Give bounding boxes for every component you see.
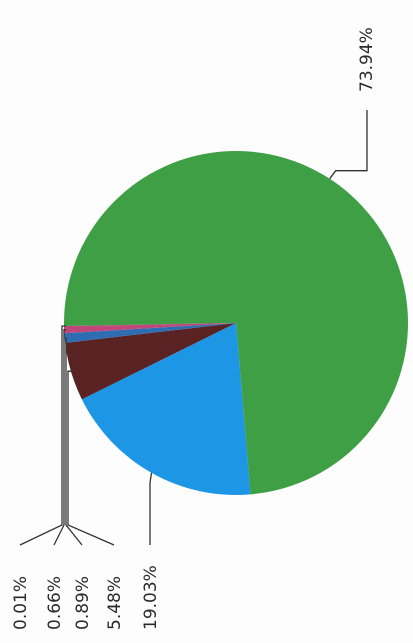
pie-slice-1 — [81, 323, 251, 496]
leader-line-5 — [19, 325, 66, 546]
pie-slice-4 — [64, 323, 236, 334]
leader-line-1 — [149, 472, 153, 545]
leader-lines — [19, 110, 368, 546]
slice-label-3: 0.89% — [73, 576, 93, 630]
pie-slice-3 — [64, 323, 236, 343]
slice-label-4: 0.66% — [45, 576, 65, 630]
slice-label-2: 5.48% — [105, 576, 125, 630]
pie-slice-2 — [65, 323, 237, 400]
slice-label-0: 73.94% — [357, 27, 377, 92]
leader-line-4 — [53, 328, 67, 546]
slice-label-5: 0.01% — [11, 576, 31, 630]
leader-line-2 — [67, 370, 115, 546]
pie-slices — [64, 151, 409, 496]
slice-label-1: 19.03% — [141, 565, 161, 630]
pie-slice-0 — [64, 151, 409, 495]
slice-labels: 73.94% 19.03% 5.48% 0.89% 0.66% 0.01% — [11, 27, 377, 630]
leader-line-3 — [65, 337, 83, 546]
pie-slice-5 — [64, 323, 237, 327]
leader-line-0 — [329, 110, 368, 180]
